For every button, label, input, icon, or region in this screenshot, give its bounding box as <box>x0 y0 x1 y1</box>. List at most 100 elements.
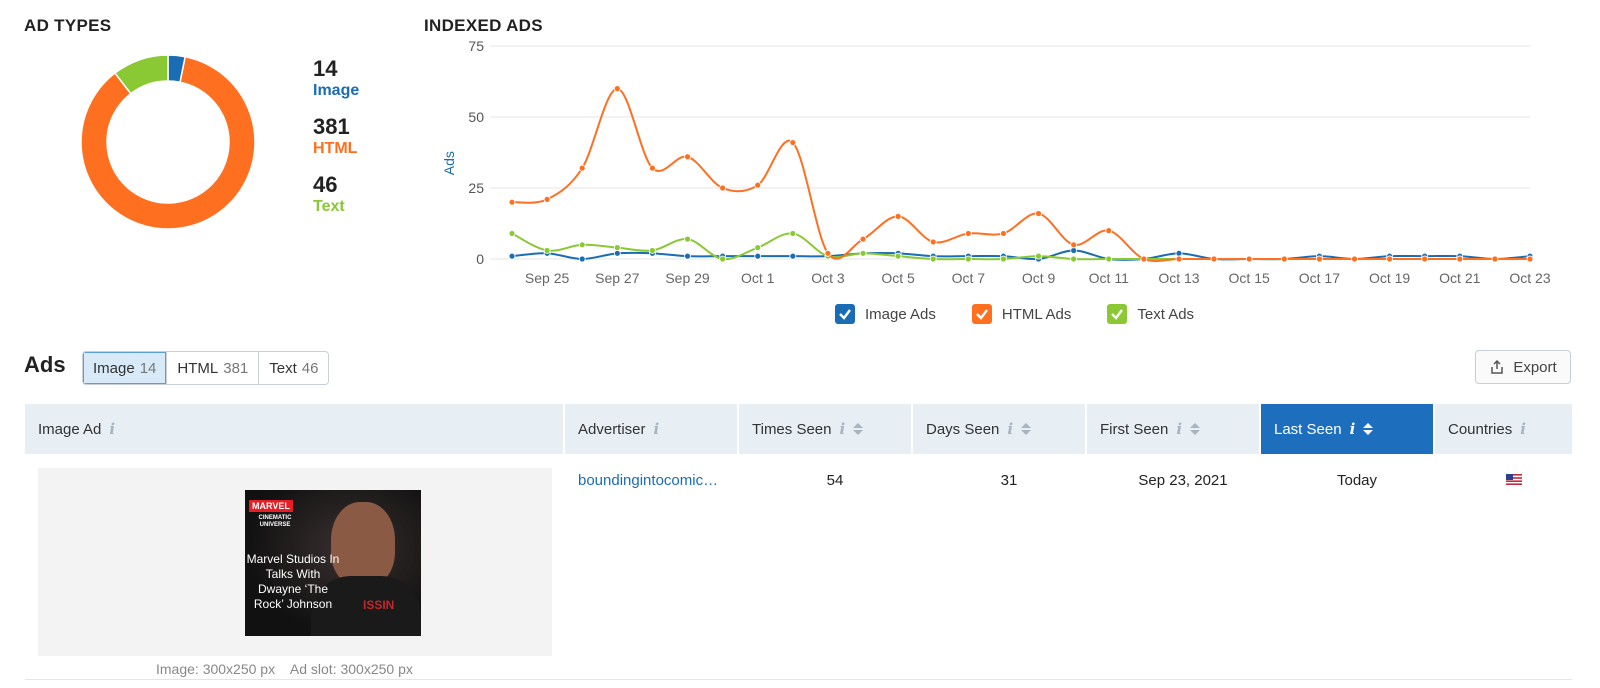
info-icon[interactable]: i <box>109 420 116 438</box>
col-times-seen[interactable]: Times Seen i <box>739 404 913 454</box>
data-point-text-ads[interactable] <box>578 241 586 249</box>
sort-icon[interactable] <box>853 423 864 435</box>
data-point-html-ads[interactable] <box>1245 255 1253 263</box>
info-icon[interactable]: i <box>839 420 846 438</box>
data-point-text-ads[interactable] <box>684 235 691 243</box>
data-point-image-ads[interactable] <box>684 252 691 260</box>
info-icon[interactable]: i <box>1520 420 1526 438</box>
info-icon[interactable]: i <box>1176 420 1183 438</box>
data-point-text-ads[interactable] <box>649 247 656 254</box>
data-point-image-ads[interactable] <box>1070 247 1078 254</box>
col-first-seen[interactable]: First Seen i <box>1087 404 1261 454</box>
data-point-text-ads[interactable] <box>894 252 902 260</box>
data-point-html-ads[interactable] <box>1456 255 1464 263</box>
data-point-html-ads[interactable] <box>1175 255 1183 263</box>
data-point-image-ads[interactable] <box>789 252 797 260</box>
data-point-text-ads[interactable] <box>1000 255 1007 263</box>
data-point-html-ads[interactable] <box>1210 255 1218 263</box>
sort-icon[interactable] <box>1190 423 1201 435</box>
checkbox-icon[interactable] <box>971 304 992 324</box>
data-point-html-ads[interactable] <box>1386 255 1393 263</box>
data-point-image-ads[interactable] <box>578 255 586 263</box>
col-times-seen-label: Times Seen <box>752 420 832 438</box>
data-point-html-ads[interactable] <box>1351 255 1358 263</box>
data-point-html-ads[interactable] <box>1526 255 1534 263</box>
legend-image-ads[interactable]: Image Ads <box>835 304 936 324</box>
info-icon[interactable]: i <box>1349 420 1356 438</box>
data-point-image-ads[interactable] <box>613 249 621 257</box>
donut-slice-html[interactable] <box>80 55 256 230</box>
col-countries: Countries i <box>1435 404 1572 454</box>
col-countries-label: Countries <box>1448 420 1513 438</box>
info-icon[interactable]: i <box>653 420 660 438</box>
data-point-html-ads[interactable] <box>789 139 797 146</box>
data-point-html-ads[interactable] <box>543 195 551 203</box>
data-point-text-ads[interactable] <box>719 255 727 263</box>
data-point-text-ads[interactable] <box>789 230 797 237</box>
tab-image-count: 14 <box>139 359 157 377</box>
data-point-text-ads[interactable] <box>1070 255 1078 263</box>
data-point-text-ads[interactable] <box>543 247 551 254</box>
ad-image[interactable]: ISSIN MARVEL CINEMATIC UNIVERSE Marvel S… <box>245 490 421 636</box>
col-advertiser-label: Advertiser <box>578 420 646 438</box>
data-point-html-ads[interactable] <box>1070 241 1078 249</box>
us-flag-icon <box>1506 474 1522 485</box>
times-seen-value: 54 <box>826 472 844 489</box>
data-point-html-ads[interactable] <box>613 85 621 92</box>
col-last-seen[interactable]: Last Seen i <box>1261 404 1435 454</box>
data-point-text-ads[interactable] <box>613 244 621 252</box>
data-point-html-ads[interactable] <box>964 230 972 237</box>
x-tick-label: Oct 23 <box>1509 270 1550 286</box>
legend-html-ads[interactable]: HTML Ads <box>971 304 1071 324</box>
tab-text[interactable]: Text 46 <box>259 352 329 384</box>
data-point-html-ads[interactable] <box>754 181 762 189</box>
data-point-html-ads[interactable] <box>1421 255 1429 263</box>
data-point-html-ads[interactable] <box>1140 255 1148 263</box>
data-point-html-ads[interactable] <box>684 153 691 161</box>
info-icon[interactable]: i <box>1007 420 1014 438</box>
data-point-html-ads[interactable] <box>719 184 727 192</box>
col-days-seen[interactable]: Days Seen i <box>913 404 1087 454</box>
data-point-html-ads[interactable] <box>929 238 937 246</box>
tab-image[interactable]: Image 14 <box>83 352 168 384</box>
data-point-html-ads[interactable] <box>824 249 832 257</box>
image-size: Image: 300x250 px <box>156 661 276 677</box>
data-point-text-ads[interactable] <box>929 255 937 263</box>
export-button[interactable]: Export <box>1475 350 1571 384</box>
data-point-html-ads[interactable] <box>859 235 867 243</box>
x-tick-label: Oct 21 <box>1439 270 1480 286</box>
data-point-image-ads[interactable] <box>508 252 516 260</box>
data-point-html-ads[interactable] <box>1315 255 1323 263</box>
data-point-html-ads[interactable] <box>649 164 656 172</box>
legend-text-ads[interactable]: Text Ads <box>1107 304 1194 324</box>
data-point-text-ads[interactable] <box>859 249 867 257</box>
data-point-html-ads[interactable] <box>1000 230 1007 237</box>
ad-preview[interactable]: ISSIN MARVEL CINEMATIC UNIVERSE Marvel S… <box>38 468 552 656</box>
x-tick-label: Oct 9 <box>1022 270 1056 286</box>
data-point-text-ads[interactable] <box>1105 255 1113 263</box>
data-point-image-ads[interactable] <box>754 252 762 260</box>
advertiser-link[interactable]: boundingintocomic… <box>578 472 719 489</box>
data-point-html-ads[interactable] <box>578 164 586 172</box>
sort-icon[interactable] <box>1021 423 1032 435</box>
checkbox-icon[interactable] <box>835 304 855 324</box>
checkbox-icon[interactable] <box>1107 304 1128 324</box>
image-count: 14 <box>313 56 338 81</box>
sort-icon[interactable] <box>1363 423 1374 435</box>
data-point-html-ads[interactable] <box>1105 227 1113 235</box>
data-point-image-ads[interactable] <box>1175 249 1183 257</box>
data-point-html-ads[interactable] <box>894 212 902 220</box>
y-tick-label: 75 <box>468 38 484 54</box>
data-point-text-ads[interactable] <box>508 230 516 237</box>
x-tick-label: Oct 5 <box>881 270 915 286</box>
tab-html[interactable]: HTML 381 <box>167 352 260 384</box>
data-point-html-ads[interactable] <box>1035 210 1042 217</box>
data-point-text-ads[interactable] <box>754 244 762 252</box>
data-point-html-ads[interactable] <box>1491 255 1499 263</box>
data-point-html-ads[interactable] <box>508 198 516 206</box>
data-point-text-ads[interactable] <box>1035 252 1042 260</box>
ad-caption: Marvel Studios In Talks With Dwayne ‘The… <box>246 552 340 611</box>
data-point-html-ads[interactable] <box>1280 255 1288 263</box>
donut-slice-text[interactable] <box>113 54 169 95</box>
data-point-text-ads[interactable] <box>964 255 972 263</box>
